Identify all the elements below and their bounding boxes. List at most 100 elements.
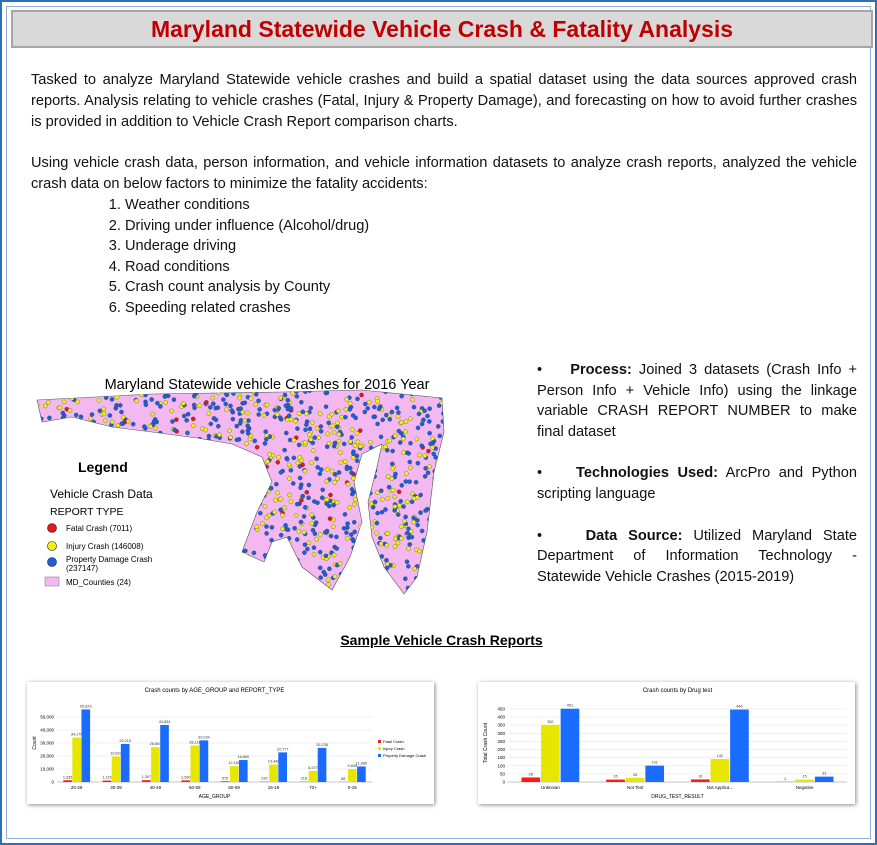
crash-dot	[258, 510, 263, 516]
crash-dot	[312, 531, 318, 536]
y-axis-label: Total Crash Count	[483, 722, 489, 763]
crash-dot	[137, 436, 143, 441]
crash-dot	[445, 560, 449, 564]
bar	[645, 765, 665, 782]
crash-dot	[234, 472, 240, 478]
crash-dot	[204, 507, 210, 513]
crash-dot	[213, 405, 218, 411]
crash-dot	[403, 514, 408, 520]
crash-dot	[215, 465, 220, 470]
crash-dot	[176, 516, 181, 522]
value-label: 11,966	[356, 761, 367, 765]
crash-dot	[314, 456, 319, 462]
crash-dot	[154, 582, 160, 588]
crash-dot	[294, 394, 300, 399]
crash-dot	[175, 459, 180, 464]
crash-dot	[380, 497, 385, 502]
crash-dot	[285, 398, 291, 403]
crash-dot	[387, 417, 393, 422]
crash-dot	[208, 421, 214, 427]
crash-dot	[385, 531, 390, 536]
crash-dot	[268, 486, 274, 491]
crash-dot	[343, 414, 348, 420]
crash-dot	[267, 452, 272, 457]
crash-dot	[334, 546, 339, 551]
x-tick-label: 50-59	[189, 785, 201, 790]
crash-dot	[42, 426, 47, 432]
crash-dot	[376, 406, 382, 412]
crash-dot	[45, 553, 51, 558]
crash-dot	[164, 474, 170, 479]
crash-dot	[398, 524, 404, 529]
crash-dot	[428, 566, 434, 572]
crash-dot	[435, 585, 440, 590]
crash-dot	[441, 411, 444, 416]
map: Maryland Statewide vehicle Crashes for 2…	[36, 377, 449, 595]
bar	[120, 744, 130, 782]
crash-dot	[227, 515, 232, 521]
crash-dot	[55, 563, 60, 569]
crash-dot	[133, 458, 139, 464]
crash-dot	[362, 473, 367, 479]
crash-dot	[192, 579, 197, 584]
crash-dot	[177, 552, 182, 557]
crash-dot	[297, 586, 303, 592]
crash-dot	[230, 588, 236, 594]
bar	[541, 724, 560, 782]
crash-dot	[215, 484, 220, 490]
legend-swatch	[47, 557, 57, 567]
crash-dot	[302, 440, 308, 445]
crash-dot	[38, 458, 44, 464]
crash-dot	[226, 581, 232, 587]
crash-dot	[230, 416, 236, 422]
crash-dot	[340, 575, 346, 580]
crash-dot	[269, 537, 274, 543]
crash-dot	[142, 479, 148, 484]
crash-dot	[143, 456, 149, 461]
crash-dot	[390, 466, 395, 471]
crash-dot	[362, 578, 367, 584]
crash-dot	[407, 591, 413, 594]
crash-dot	[386, 588, 391, 593]
bar	[190, 745, 200, 782]
crash-dot	[275, 585, 281, 591]
crash-dot	[366, 557, 371, 562]
crash-dot	[276, 579, 281, 585]
chart: Crash counts by AGE_GROUP and REPORT_TYP…	[27, 682, 434, 804]
crash-dot	[352, 502, 357, 507]
crash-dot	[432, 478, 438, 484]
crash-dot	[206, 553, 211, 559]
crash-dot	[83, 478, 88, 483]
value-label: 43,834	[159, 720, 171, 724]
crash-dot	[222, 535, 227, 540]
crash-dot	[243, 552, 249, 557]
bar	[220, 781, 230, 782]
legend-swatch	[47, 523, 57, 533]
crash-dot	[174, 467, 180, 472]
crash-dot	[158, 493, 163, 498]
crash-dot	[334, 534, 339, 540]
crash-dot	[253, 402, 258, 407]
crash-dot	[58, 390, 64, 395]
legend-swatch	[47, 541, 57, 551]
crash-dot	[44, 458, 50, 463]
value-label: 15	[803, 775, 807, 779]
crash-dot	[60, 461, 65, 467]
crash-dot	[97, 408, 103, 414]
crash-dot	[47, 569, 52, 575]
crash-dot	[235, 523, 241, 529]
crash-dot	[174, 564, 179, 570]
crash-dot	[336, 438, 342, 444]
x-tick-label: 16-19	[268, 785, 280, 790]
crash-dot	[173, 494, 178, 499]
crash-dot	[404, 559, 410, 564]
crash-dot	[248, 396, 254, 401]
crash-dot	[37, 390, 41, 396]
crash-dot	[425, 564, 430, 570]
crash-dot	[118, 403, 123, 408]
title: Maryland Statewide Vehicle Crash & Fatal…	[11, 10, 873, 48]
crash-dot	[325, 466, 330, 472]
crash-dot	[185, 430, 190, 436]
crash-dot	[427, 517, 432, 522]
crash-dot	[278, 395, 283, 401]
